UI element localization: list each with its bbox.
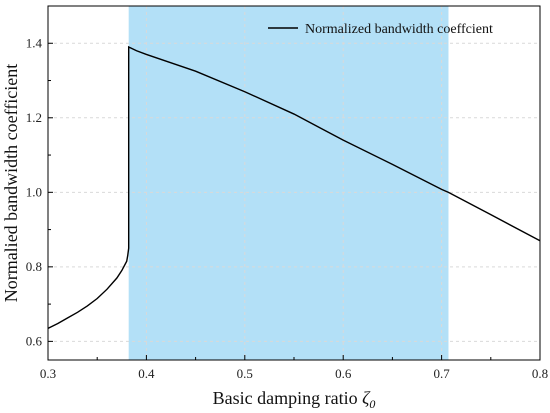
y-tick-label: 0.8 <box>26 259 42 274</box>
series-line <box>47 45 541 329</box>
y-tick-label: 1.0 <box>26 184 42 199</box>
y-axis-label: Normalied bandwidth coefficient <box>1 64 21 303</box>
x-tick-label: 0.4 <box>138 366 155 381</box>
x-tick-label: 0.7 <box>433 366 450 381</box>
highlight-region <box>128 6 449 360</box>
x-tick-label: 0.5 <box>237 366 253 381</box>
legend-label: Normalized bandwidth coeffcient <box>305 22 493 37</box>
x-tick-label: 0.8 <box>532 366 548 381</box>
y-tick-label: 1.4 <box>26 35 43 50</box>
axis-ticks <box>47 5 541 360</box>
x-axis-label-subscript: 0 <box>369 397 375 411</box>
legend: Normalized bandwidth coeffcient <box>268 22 493 37</box>
x-axis-label-main: Basic damping ratio <box>213 388 362 408</box>
x-axis-label: Basic damping ratio ζ0 <box>213 388 376 411</box>
y-tick-label: 0.6 <box>26 333 43 348</box>
x-axis-label-symbol: ζ <box>362 388 371 408</box>
x-tick-label: 0.6 <box>335 366 352 381</box>
y-tick-label: 1.2 <box>26 110 42 125</box>
grid-lines <box>48 6 540 360</box>
tick-labels: 0.3 0.4 0.5 0.6 0.7 0.8 0.6 0.8 1.0 1.2 1.4 <box>26 35 548 381</box>
x-tick-label: 0.3 <box>40 366 56 381</box>
